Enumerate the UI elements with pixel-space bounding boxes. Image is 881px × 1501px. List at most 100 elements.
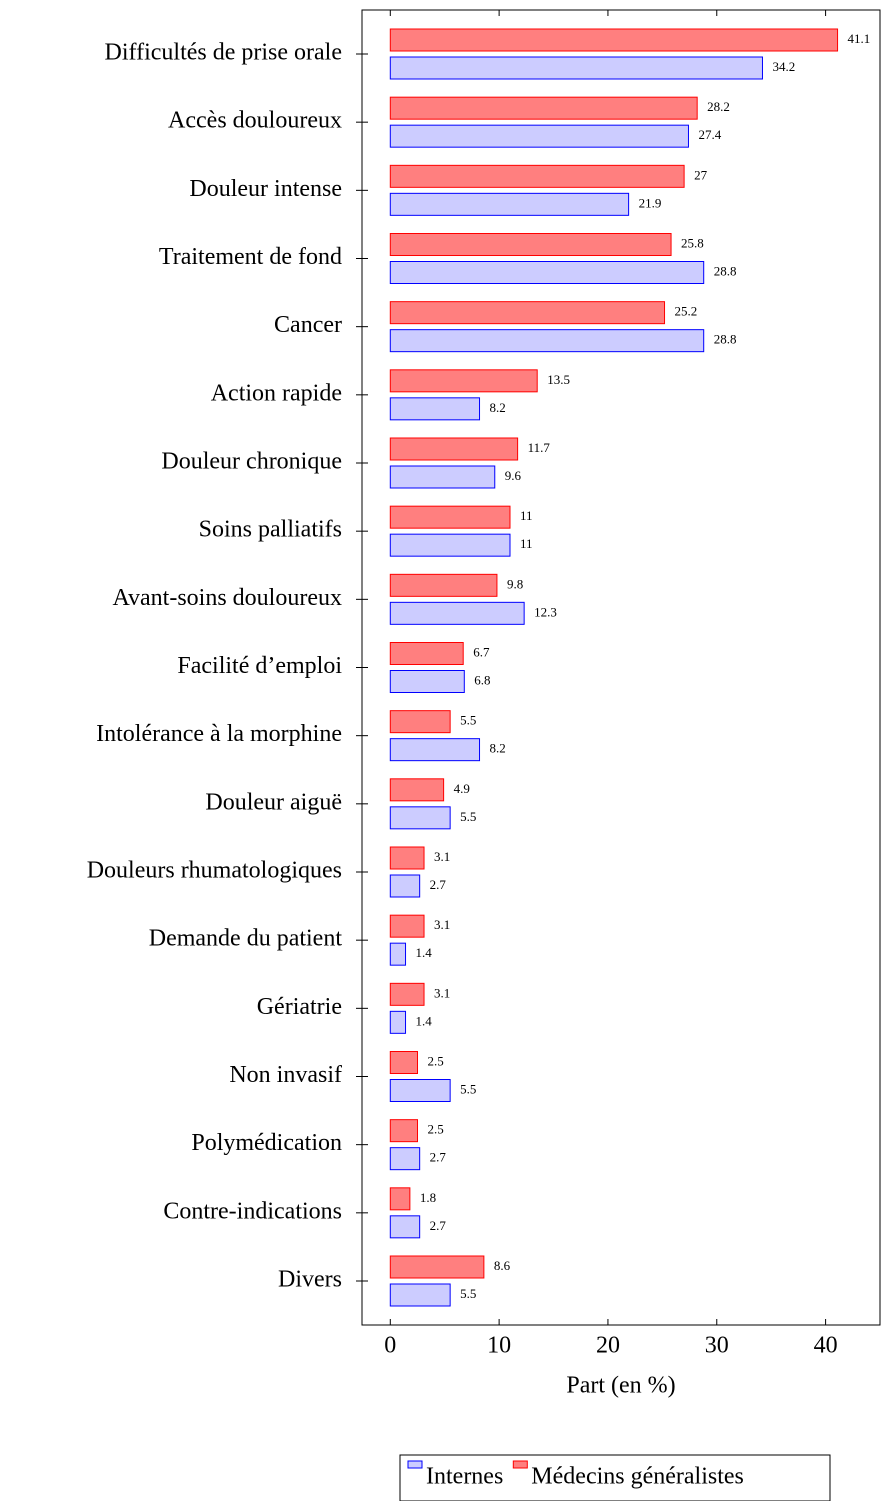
bar — [389, 601, 525, 625]
value-label: 27.4 — [698, 127, 721, 142]
y-tick-label: Douleur intense — [189, 176, 342, 202]
bar — [389, 1119, 419, 1143]
bar — [389, 28, 839, 52]
value-label: 2.5 — [428, 1122, 444, 1137]
value-label: 34.2 — [772, 59, 795, 74]
bar — [389, 670, 465, 693]
y-tick-label: Difficultés de prise orale — [105, 40, 342, 66]
value-label: 8.2 — [490, 400, 506, 415]
bar — [389, 1147, 421, 1171]
bar — [389, 1215, 421, 1239]
bar — [389, 96, 698, 120]
value-label: 5.5 — [460, 1286, 476, 1301]
value-label: 6.7 — [473, 644, 490, 659]
bar — [389, 1010, 407, 1034]
bar — [389, 301, 666, 325]
value-label: 8.2 — [490, 741, 506, 756]
value-label: 6.8 — [474, 672, 490, 687]
value-label: 25.8 — [681, 235, 704, 250]
bar — [389, 261, 705, 284]
y-tick-label: Divers — [278, 1267, 342, 1293]
legend-label: Internes — [426, 1464, 503, 1490]
value-label: 3.1 — [434, 917, 450, 932]
value-label: 28.2 — [707, 99, 730, 114]
value-label: 11 — [520, 536, 533, 551]
y-tick-label: Accès douloureux — [168, 108, 342, 134]
value-label: 28.8 — [714, 263, 737, 278]
bar — [389, 806, 451, 830]
bar — [389, 437, 519, 461]
bar — [389, 533, 511, 557]
bar — [389, 124, 689, 148]
value-label: 5.5 — [460, 713, 476, 728]
y-tick-label: Douleur chronique — [161, 449, 342, 475]
legend-swatch — [512, 1460, 528, 1469]
bar — [389, 1051, 419, 1074]
value-label: 4.9 — [454, 781, 470, 796]
x-tick-label: 10 — [487, 1333, 511, 1359]
value-label: 2.7 — [430, 1150, 447, 1165]
value-label: 21.9 — [639, 195, 662, 210]
bar — [389, 874, 421, 898]
bar — [389, 192, 630, 216]
bar — [389, 914, 425, 938]
bar — [389, 505, 511, 529]
y-tick-label: Gériatrie — [257, 994, 342, 1020]
x-tick-label: 30 — [705, 1333, 729, 1359]
x-tick-label: 40 — [814, 1333, 838, 1359]
bar — [389, 1079, 451, 1102]
y-tick-label: Contre-indications — [163, 1198, 342, 1224]
bar — [389, 369, 538, 393]
y-tick-label: Cancer — [274, 312, 342, 338]
y-tick-label: Traitement de fond — [159, 244, 342, 270]
bar — [389, 846, 425, 870]
y-tick-label: Facilité d’emploi — [177, 653, 342, 679]
y-tick-label: Demande du patient — [149, 926, 343, 952]
y-tick-label: Soins palliatifs — [199, 517, 342, 543]
value-label: 28.8 — [714, 332, 737, 347]
y-tick-label: Avant-soins douloureux — [112, 585, 342, 611]
y-tick-label: Action rapide — [211, 380, 342, 406]
bar — [389, 738, 481, 762]
bar — [389, 942, 407, 966]
bar — [389, 982, 425, 1006]
bar — [389, 56, 763, 80]
x-tick-label: 20 — [596, 1333, 620, 1359]
y-tick-label: Douleur aiguë — [205, 789, 342, 815]
bar — [389, 778, 445, 802]
value-label: 9.8 — [507, 576, 523, 591]
bar — [389, 1283, 451, 1307]
value-label: 2.7 — [430, 877, 447, 892]
value-label: 11.7 — [528, 440, 551, 455]
value-label: 2.5 — [428, 1053, 444, 1068]
bar — [389, 1187, 411, 1211]
bar — [389, 397, 481, 421]
y-tick-label: Non invasif — [229, 1062, 342, 1088]
value-label: 9.6 — [505, 468, 522, 483]
value-label: 2.7 — [430, 1218, 447, 1233]
bar — [389, 710, 451, 734]
bar — [389, 642, 464, 665]
x-tick-label: 0 — [384, 1333, 396, 1359]
bar — [389, 465, 496, 489]
bar — [389, 233, 672, 256]
legend-box — [399, 1454, 831, 1501]
legend-label: Médecins généralistes — [531, 1464, 744, 1490]
value-label: 1.8 — [420, 1190, 436, 1205]
value-label: 13.5 — [547, 372, 570, 387]
bar — [389, 164, 685, 188]
value-label: 25.2 — [675, 304, 698, 319]
y-tick-label: Polymédication — [191, 1130, 342, 1156]
value-label: 41.1 — [848, 31, 871, 46]
value-label: 5.5 — [460, 809, 476, 824]
value-label: 5.5 — [460, 1081, 476, 1096]
value-label: 12.3 — [534, 604, 557, 619]
value-label: 3.1 — [434, 849, 450, 864]
y-tick-label: Douleurs rhumatologiques — [87, 858, 342, 884]
value-label: 27 — [694, 167, 708, 182]
y-tick-label: Intolérance à la morphine — [96, 721, 342, 747]
bar — [389, 573, 498, 597]
value-label: 11 — [520, 508, 533, 523]
